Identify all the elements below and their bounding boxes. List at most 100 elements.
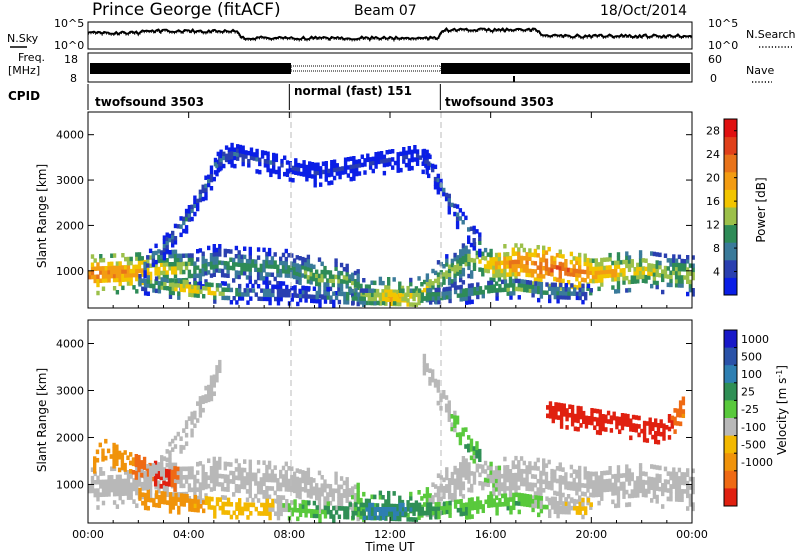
data-cell bbox=[245, 489, 250, 494]
data-cell bbox=[171, 282, 175, 288]
data-cell bbox=[512, 278, 516, 284]
data-cell bbox=[500, 272, 504, 278]
data-cell bbox=[162, 488, 167, 493]
data-cell bbox=[559, 407, 564, 412]
data-cell bbox=[558, 253, 562, 259]
data-cell bbox=[615, 424, 619, 430]
data-cell bbox=[229, 502, 234, 507]
power-y-tick-label: 1000 bbox=[56, 265, 84, 278]
data-cell bbox=[342, 279, 347, 284]
data-cell bbox=[176, 492, 180, 497]
data-cell bbox=[168, 237, 172, 243]
data-cell bbox=[315, 495, 319, 501]
data-cell bbox=[638, 274, 643, 280]
data-cell bbox=[382, 158, 387, 164]
data-cell bbox=[101, 270, 106, 275]
data-cell bbox=[284, 461, 288, 467]
data-cell bbox=[379, 159, 384, 164]
data-cell bbox=[229, 287, 234, 293]
data-cell bbox=[586, 270, 590, 275]
data-cell bbox=[265, 511, 270, 516]
data-cell bbox=[101, 479, 106, 485]
cpid-segment-2: normal (fast) 151 bbox=[294, 84, 412, 98]
data-cell bbox=[497, 264, 502, 270]
data-cell bbox=[101, 483, 106, 489]
data-cell bbox=[277, 174, 281, 180]
data-cell bbox=[326, 291, 330, 296]
data-cell bbox=[445, 467, 449, 472]
data-cell bbox=[90, 475, 95, 481]
data-cell bbox=[307, 508, 311, 514]
data-cell bbox=[548, 298, 552, 304]
data-cell bbox=[373, 296, 377, 302]
data-cell bbox=[409, 491, 413, 497]
data-cell bbox=[522, 264, 526, 269]
data-cell bbox=[528, 288, 533, 293]
data-cell bbox=[236, 156, 240, 161]
data-cell bbox=[447, 272, 452, 278]
data-cell bbox=[226, 269, 230, 274]
data-cell bbox=[207, 178, 211, 184]
data-cell bbox=[650, 481, 654, 486]
data-cell bbox=[553, 478, 557, 483]
data-cell bbox=[584, 510, 588, 516]
colorbar-swatch bbox=[724, 347, 737, 366]
data-cell bbox=[96, 278, 100, 284]
data-cell bbox=[379, 296, 383, 302]
data-cell bbox=[381, 515, 386, 521]
data-cell bbox=[323, 509, 328, 515]
data-cell bbox=[680, 476, 684, 481]
data-cell bbox=[90, 467, 95, 473]
data-cell bbox=[641, 274, 646, 279]
data-cell bbox=[581, 506, 585, 511]
data-cell bbox=[343, 157, 348, 162]
data-cell bbox=[630, 476, 634, 482]
data-cell bbox=[623, 417, 627, 423]
data-cell bbox=[204, 476, 208, 481]
data-cell bbox=[608, 482, 612, 488]
data-cell bbox=[148, 465, 153, 471]
data-cell bbox=[497, 469, 502, 475]
data-cell bbox=[464, 471, 468, 476]
data-cell bbox=[445, 290, 449, 296]
data-cell bbox=[157, 488, 161, 494]
data-cell bbox=[520, 501, 524, 507]
data-cell bbox=[244, 154, 248, 159]
data-cell bbox=[281, 482, 286, 488]
data-cell bbox=[615, 420, 619, 426]
x-tick-label: 12:00 bbox=[374, 528, 406, 541]
data-cell bbox=[492, 261, 496, 266]
data-cell bbox=[143, 287, 148, 292]
data-cell bbox=[270, 256, 275, 261]
data-cell bbox=[318, 299, 322, 304]
data-cell bbox=[542, 466, 546, 472]
data-cell bbox=[569, 268, 574, 273]
data-cell bbox=[564, 501, 569, 506]
data-cell bbox=[323, 291, 328, 296]
data-cell bbox=[248, 485, 252, 490]
data-cell bbox=[678, 404, 683, 410]
data-cell bbox=[483, 481, 488, 487]
data-cell bbox=[121, 285, 125, 291]
data-cell bbox=[126, 455, 130, 461]
data-cell bbox=[157, 494, 162, 500]
data-cell bbox=[445, 286, 449, 292]
data-cell bbox=[558, 500, 562, 506]
data-cell bbox=[448, 286, 452, 291]
data-cell bbox=[276, 272, 280, 278]
data-cell bbox=[423, 510, 427, 516]
data-cell bbox=[688, 279, 693, 285]
data-cell bbox=[622, 268, 626, 273]
data-cell bbox=[508, 485, 513, 491]
data-cell bbox=[366, 157, 370, 163]
data-cell bbox=[227, 155, 232, 161]
data-cell bbox=[494, 256, 499, 262]
data-cell bbox=[672, 254, 676, 259]
data-cell bbox=[137, 463, 141, 469]
data-cell bbox=[166, 286, 170, 291]
data-cell bbox=[248, 259, 252, 264]
data-cell bbox=[582, 415, 586, 420]
data-cell bbox=[270, 473, 275, 479]
data-cell bbox=[140, 464, 144, 469]
data-cell bbox=[255, 148, 259, 154]
